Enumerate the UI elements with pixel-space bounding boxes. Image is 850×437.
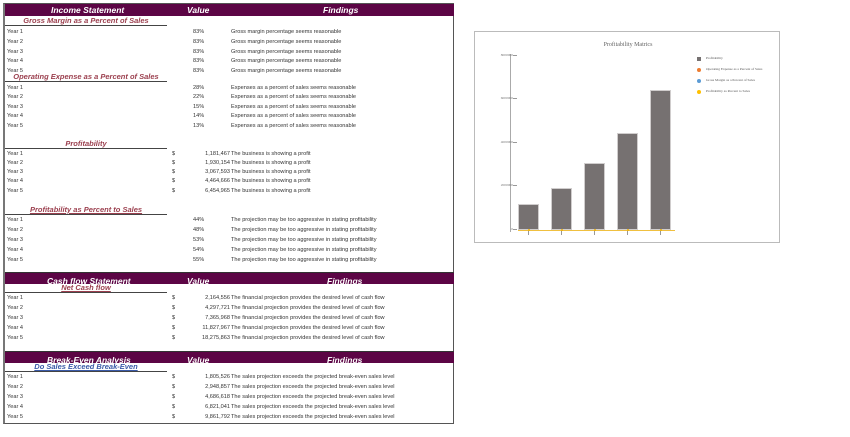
y-tick: 4000000 (483, 140, 517, 144)
table-row: Year 4 54% The projection may be too aggre… (7, 247, 377, 253)
line-point (528, 229, 530, 231)
table-row: Year 1 44% The projection may be too aggre… (7, 217, 377, 223)
header-findings: Findings (327, 276, 363, 284)
bar-year-5[interactable] (650, 90, 671, 230)
table-row: Year 3 $7,365,968 The financial projection… (7, 315, 385, 321)
table-row: Year 4 $4,464,666 The business is showing … (7, 178, 311, 184)
line-point (627, 229, 629, 231)
table-row: Year 5 55% The projection may be too aggre… (7, 257, 377, 263)
square-swatch-icon (697, 57, 701, 61)
legend-item[interactable]: Profitability as Percent to Sales (697, 89, 777, 100)
table-row: Year 4 83% Gross margin percentage seems r… (7, 58, 342, 64)
table-row: Year 3 15% Expenses as a percent of sales … (7, 104, 356, 110)
table-row: Year 2 $4,297,721 The financial projection… (7, 305, 385, 311)
summary-sheet: Income Statement Value Findings Gross Ma… (3, 3, 454, 424)
table-row: Year 2 48% The projection may be too aggre… (7, 227, 377, 233)
breakeven-header: Break-Even Analysis Value Findings (5, 351, 454, 363)
legend-item[interactable]: Operating Expense as a Percent of Sales (697, 67, 777, 78)
circle-swatch-icon (697, 79, 701, 83)
legend-item[interactable]: Profitability (697, 56, 777, 67)
table-row: Year 5 13% Expenses as a percent of sales … (7, 123, 356, 129)
table-row: Year 5 83% Gross margin percentage seems r… (7, 68, 342, 74)
bar-year-4[interactable] (617, 133, 638, 230)
line-point (561, 229, 563, 231)
table-row: Year 5 $18,275,863 The financial projectio… (7, 335, 385, 341)
gross-margin-title: Gross Margin as a Percent of Sales (5, 16, 167, 26)
line-point (594, 229, 596, 231)
profit-pct-title: Profitability as Percent to Sales (5, 205, 167, 215)
x-tick (594, 231, 595, 235)
table-row: Year 1 83% Gross margin percentage seems r… (7, 29, 342, 35)
bar-year-2[interactable] (551, 188, 572, 230)
profitability-chart[interactable]: Profitability Matrics 8000000 6000000 40… (474, 31, 780, 243)
x-tick (561, 231, 562, 235)
x-tick (528, 231, 529, 235)
table-row: Year 4 $11,827,967 The financial projectio… (7, 325, 385, 331)
header-title: Break-Even Analysis (47, 355, 131, 363)
y-axis (510, 54, 511, 232)
header-findings: Findings (327, 355, 363, 363)
table-row: Year 1 $2,164,556 The financial projection… (7, 295, 385, 301)
table-row: Year 1 $1,805,526 The sales projection exc… (7, 374, 395, 380)
x-tick (660, 231, 661, 235)
table-row: Year 1 $1,181,467 The business is showing … (7, 151, 311, 157)
table-row: Year 4 14% Expenses as a percent of sales … (7, 113, 356, 119)
bar-year-3[interactable] (584, 163, 605, 230)
legend-item[interactable]: Gross Margin as a Percent of Sales (697, 78, 777, 89)
header-value: Value (187, 276, 210, 284)
header-value: Value (187, 5, 210, 15)
bar-year-1[interactable] (518, 204, 539, 230)
header-value: Value (187, 355, 210, 363)
table-row: Year 2 $1,930,154 The business is showing … (7, 160, 311, 166)
y-tick: 2000000 (483, 183, 517, 187)
table-row: Year 3 $4,686,618 The sales projection exc… (7, 394, 395, 400)
table-row: Year 1 28% Expenses as a percent of sales … (7, 85, 356, 91)
y-tick: 0 (483, 227, 517, 231)
table-row: Year 2 83% Gross margin percentage seems r… (7, 39, 342, 45)
profitability-title: Profitability (5, 139, 167, 149)
y-tick: 8000000 (483, 53, 517, 57)
table-row: Year 5 $6,454,965 The business is showing … (7, 188, 311, 194)
circle-swatch-icon (697, 68, 701, 72)
net-cashflow-title: Net Cash flow (5, 283, 167, 293)
table-row: Year 4 $6,821,041 The sales projection exc… (7, 404, 395, 410)
table-row: Year 3 53% The projection may be too aggre… (7, 237, 377, 243)
income-statement-header: Income Statement Value Findings (5, 4, 454, 16)
header-title: Cash flow Statement (47, 276, 131, 284)
header-findings: Findings (323, 5, 359, 15)
chart-legend: Profitability Operating Expense as a Per… (697, 56, 777, 100)
line-point (660, 229, 662, 231)
chart-title: Profitability Matrics (603, 42, 653, 48)
breakeven-sales-title[interactable]: Do Sales Exceed Break-Even (5, 362, 167, 372)
table-row: Year 2 $2,948,857 The sales projection exc… (7, 384, 395, 390)
table-row: Year 3 $3,067,593 The business is showing … (7, 169, 311, 175)
opex-title: Operating Expense as a Percent of Sales (5, 72, 167, 82)
cashflow-header: Cash flow Statement Value Findings (5, 272, 454, 284)
y-tick: 6000000 (483, 96, 517, 100)
table-row: Year 3 83% Gross margin percentage seems r… (7, 49, 342, 55)
x-tick (627, 231, 628, 235)
circle-swatch-icon (697, 90, 701, 94)
table-row: Year 5 $9,861,792 The sales projection exc… (7, 414, 395, 420)
table-row: Year 2 22% Expenses as a percent of sales … (7, 94, 356, 100)
percent-lines (518, 230, 675, 231)
header-title: Income Statement (51, 5, 125, 15)
